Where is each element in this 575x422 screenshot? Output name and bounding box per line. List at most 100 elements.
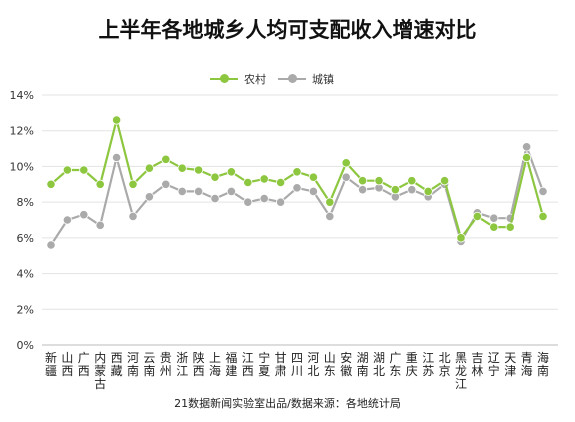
x-tick-label: 甘 bbox=[275, 351, 287, 365]
data-point-urban bbox=[79, 210, 89, 220]
x-tick-label: 西 bbox=[78, 364, 90, 378]
data-point-urban bbox=[161, 179, 171, 189]
x-tick-label: 南 bbox=[143, 363, 155, 378]
chart-title: 上半年各地城乡人均可支配收入增速对比 bbox=[98, 18, 477, 42]
x-tick-label: 安 bbox=[340, 350, 352, 365]
data-point-rural bbox=[423, 186, 433, 197]
x-tick-label: 山 bbox=[61, 351, 73, 365]
data-point-rural bbox=[46, 179, 56, 189]
x-tick-label: 林 bbox=[471, 364, 483, 378]
y-tick-label: 12% bbox=[10, 125, 34, 138]
data-point-urban bbox=[128, 211, 138, 222]
x-tick-label: 建 bbox=[225, 364, 237, 378]
x-tick-label: 海 bbox=[537, 350, 549, 365]
x-tick-label: 海 bbox=[521, 363, 533, 378]
data-point-rural bbox=[79, 165, 89, 175]
y-tick-label: 0% bbox=[17, 339, 34, 352]
series-line-rural bbox=[50, 118, 545, 239]
x-tick-label: 藏 bbox=[111, 364, 123, 378]
data-point-rural bbox=[259, 174, 269, 184]
x-tick-label: 古 bbox=[94, 376, 106, 391]
x-tick-label: 江 bbox=[455, 377, 467, 391]
data-point-urban bbox=[144, 192, 154, 202]
x-tick-label: 江 bbox=[176, 364, 188, 378]
x-tick-label: 西 bbox=[242, 364, 254, 378]
series-line-urban bbox=[50, 145, 545, 246]
y-tick-label: 2% bbox=[17, 303, 34, 316]
x-tick-label: 川 bbox=[291, 364, 303, 378]
x-tick-label: 蒙 bbox=[94, 364, 106, 378]
data-point-rural bbox=[275, 177, 286, 188]
data-point-rural bbox=[177, 163, 187, 173]
x-tick-label: 广 bbox=[389, 351, 401, 365]
x-tick-label: 东 bbox=[324, 364, 336, 378]
x-tick-label: 重 bbox=[406, 351, 418, 365]
x-tick-label: 浙 bbox=[176, 351, 188, 365]
data-point-rural bbox=[374, 176, 384, 186]
x-tick-label: 疆 bbox=[45, 364, 57, 378]
source-note: 21数据新闻实验室出品/数据来源：各地统计局 bbox=[174, 397, 401, 410]
x-tick-label: 徽 bbox=[340, 363, 352, 378]
x-tick-label: 贵 bbox=[160, 351, 172, 365]
data-point-rural bbox=[161, 154, 171, 164]
legend-marker-urban bbox=[288, 74, 297, 83]
data-point-urban bbox=[292, 183, 302, 193]
x-tick-label: 山 bbox=[324, 351, 336, 365]
data-point-rural bbox=[128, 179, 138, 189]
data-point-rural bbox=[538, 211, 548, 222]
data-point-rural bbox=[439, 176, 450, 186]
x-tick-label: 京 bbox=[439, 364, 451, 378]
x-tick-label: 庆 bbox=[406, 364, 418, 378]
data-point-urban bbox=[357, 185, 368, 195]
data-point-rural bbox=[144, 163, 154, 173]
data-point-urban bbox=[489, 213, 499, 223]
x-tick-label: 南 bbox=[537, 363, 549, 378]
x-tick-label: 南 bbox=[127, 363, 139, 378]
x-tick-label: 州 bbox=[160, 364, 172, 378]
data-point-urban bbox=[259, 193, 269, 204]
data-point-urban bbox=[46, 240, 56, 250]
data-point-rural bbox=[243, 177, 253, 188]
x-tick-label: 辽 bbox=[488, 351, 500, 365]
data-point-urban bbox=[341, 172, 351, 182]
data-point-urban bbox=[538, 186, 548, 197]
x-tick-label: 北 bbox=[373, 364, 385, 378]
x-tick-label: 西 bbox=[193, 364, 205, 378]
x-tick-label: 夏 bbox=[258, 364, 270, 378]
data-point-urban bbox=[308, 186, 318, 197]
data-point-urban bbox=[243, 197, 253, 207]
data-point-rural bbox=[210, 172, 220, 182]
data-point-urban bbox=[62, 215, 73, 225]
x-tick-label: 四 bbox=[291, 351, 303, 365]
x-tick-label: 南 bbox=[357, 363, 369, 378]
data-point-rural bbox=[456, 233, 466, 243]
x-tick-label: 青 bbox=[521, 351, 533, 365]
y-tick-label: 6% bbox=[17, 232, 34, 245]
x-tick-label: 河 bbox=[127, 351, 139, 365]
x-tick-label: 上 bbox=[209, 351, 221, 365]
x-tick-label: 西 bbox=[61, 364, 73, 378]
data-point-urban bbox=[226, 186, 236, 197]
x-tick-label: 北 bbox=[307, 364, 319, 378]
y-tick-label: 8% bbox=[17, 196, 34, 209]
x-tick-label: 湖 bbox=[373, 350, 385, 365]
data-point-urban bbox=[210, 193, 220, 204]
data-point-rural bbox=[472, 211, 482, 222]
data-point-urban bbox=[177, 186, 187, 197]
x-tick-label: 湖 bbox=[357, 350, 369, 365]
x-tick-label: 河 bbox=[307, 351, 319, 365]
data-point-rural bbox=[521, 152, 532, 163]
data-point-rural bbox=[292, 167, 302, 177]
data-point-urban bbox=[95, 220, 105, 230]
y-tick-label: 14% bbox=[10, 89, 34, 102]
data-point-urban bbox=[194, 186, 204, 197]
x-tick-label: 陕 bbox=[193, 350, 205, 365]
legend-label-rural: 农村 bbox=[244, 73, 266, 86]
x-tick-label: 肃 bbox=[275, 364, 287, 378]
data-point-rural bbox=[95, 179, 105, 189]
data-point-rural bbox=[62, 165, 73, 175]
x-tick-label: 东 bbox=[389, 364, 401, 378]
x-tick-label: 北 bbox=[439, 351, 451, 365]
y-tick-label: 4% bbox=[17, 268, 34, 281]
